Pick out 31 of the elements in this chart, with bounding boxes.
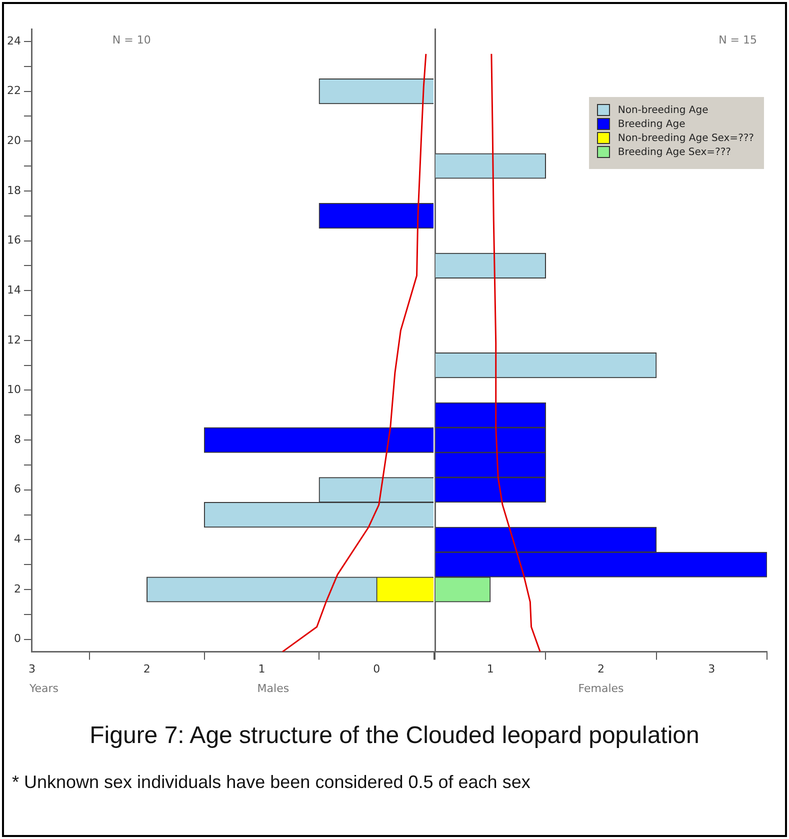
y-tick-label: 6 — [14, 482, 21, 496]
x-tick-label: 3 — [28, 662, 36, 676]
x-tick-label: 1 — [486, 662, 494, 676]
annotation: N = 10 — [112, 33, 151, 46]
x-tick-label: 2 — [598, 662, 604, 676]
text: Females — [578, 682, 624, 696]
y-tick-label: 14 — [6, 283, 21, 296]
legend-label: Non-breeding Age Sex=??? — [618, 132, 754, 144]
y-tick-label: 2 — [14, 582, 21, 596]
annotation: N = 15 — [718, 33, 757, 46]
y-tick-label: 12 — [6, 333, 21, 346]
legend-label: Breeding Age — [618, 118, 686, 130]
x-tick-label: 2 — [143, 662, 150, 676]
y-tick-label: 18 — [6, 184, 21, 197]
text: Males — [257, 682, 290, 696]
y-tick-label: 4 — [14, 532, 21, 546]
y-tick-label: 20 — [6, 134, 21, 147]
legend-label: Non-breeding Age — [618, 104, 708, 116]
y-tick-label: 16 — [6, 234, 21, 247]
y-tick-label: 0 — [14, 632, 21, 646]
legend-label: Breeding Age Sex=??? — [618, 146, 731, 158]
y-tick-label: 10 — [6, 383, 21, 396]
y-tick-label: 8 — [14, 432, 21, 446]
y-tick-label: 22 — [6, 84, 21, 98]
x-tick-label: 3 — [708, 662, 716, 676]
x-tick-label: 0 — [373, 662, 380, 676]
y-tick-label: 24 — [6, 34, 21, 48]
x-tick-label: 1 — [258, 662, 266, 676]
text: Figure 7: Age structure of the Clouded leopard population — [88, 722, 700, 750]
text: * Unknown sex individuals have been considered 0.5 of each sex — [12, 772, 530, 793]
text: Years — [28, 682, 59, 696]
